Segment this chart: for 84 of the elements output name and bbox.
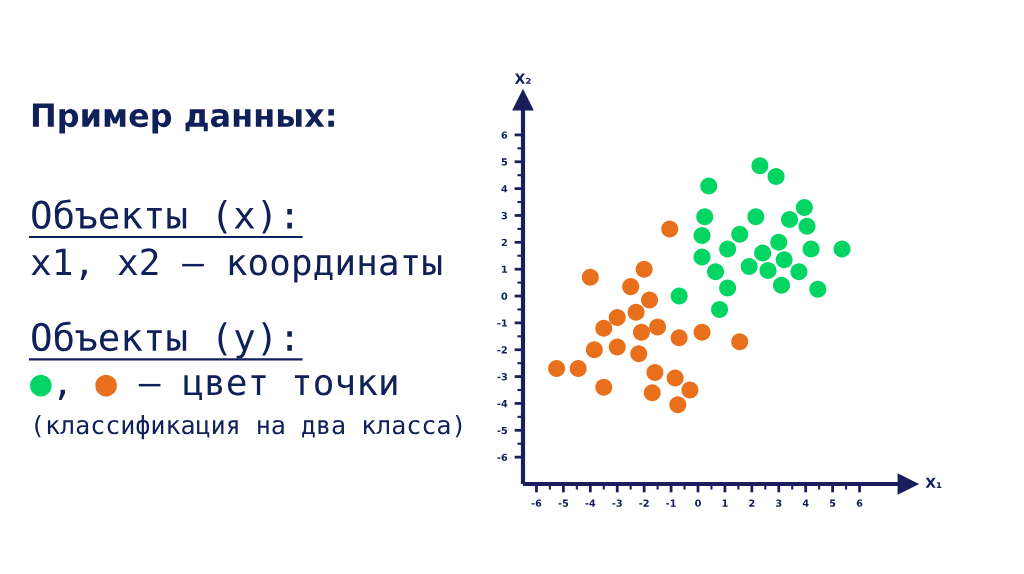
x-tick-label: 5 bbox=[829, 499, 836, 507]
point bbox=[696, 208, 714, 226]
point bbox=[775, 251, 793, 269]
y-tick-label: 5 bbox=[501, 158, 508, 166]
point bbox=[569, 360, 587, 378]
point bbox=[767, 168, 785, 186]
y-axis-title: X₂ bbox=[514, 73, 531, 84]
point bbox=[681, 381, 699, 399]
point bbox=[581, 268, 599, 286]
point bbox=[661, 220, 679, 238]
text: x1, x2 — координаты bbox=[31, 248, 442, 283]
y-tick-label: -6 bbox=[497, 453, 508, 461]
text: Объекты (y): bbox=[32, 321, 292, 359]
x-tick-label: -5 bbox=[558, 499, 569, 507]
point bbox=[700, 177, 718, 195]
point bbox=[833, 240, 851, 258]
x-tick-label: -3 bbox=[612, 499, 622, 507]
text: Пример данных: bbox=[32, 103, 334, 134]
point bbox=[731, 333, 749, 351]
x-tick-label: 1 bbox=[722, 499, 728, 507]
point bbox=[747, 208, 765, 226]
y-tick-label: 2 bbox=[501, 238, 507, 247]
point bbox=[646, 364, 664, 382]
x-tick-label: 2 bbox=[749, 499, 755, 507]
point bbox=[759, 262, 777, 280]
point bbox=[781, 210, 799, 228]
y-tick-label: -2 bbox=[497, 346, 507, 354]
y-tick-label: 3 bbox=[501, 211, 507, 220]
x-tick-label: 3 bbox=[776, 499, 782, 507]
point bbox=[595, 319, 613, 337]
point bbox=[740, 257, 758, 275]
point bbox=[632, 323, 650, 341]
y-tick-label: 0 bbox=[501, 292, 508, 300]
point bbox=[635, 260, 653, 278]
point bbox=[809, 280, 827, 298]
point bbox=[627, 303, 645, 321]
point bbox=[693, 323, 711, 341]
x-tick-label: -1 bbox=[666, 499, 676, 507]
point bbox=[693, 248, 711, 266]
point bbox=[670, 287, 688, 305]
point bbox=[608, 309, 626, 327]
x-axis-title: X₁ bbox=[925, 477, 942, 488]
y-tick-label: -1 bbox=[497, 319, 508, 327]
point bbox=[622, 278, 640, 296]
x-tick-label: 0 bbox=[695, 499, 701, 507]
point bbox=[669, 396, 687, 414]
point bbox=[585, 341, 603, 359]
point bbox=[666, 369, 684, 387]
x-tick-label: 4 bbox=[802, 499, 809, 507]
x-tick-label: -2 bbox=[639, 499, 649, 507]
y-tick-label: -3 bbox=[497, 373, 507, 381]
point bbox=[706, 263, 725, 281]
point bbox=[772, 276, 790, 294]
point bbox=[641, 291, 659, 309]
x-tick-label: -4 bbox=[585, 499, 596, 507]
point bbox=[770, 233, 788, 251]
y-tick-label: 6 bbox=[501, 131, 508, 139]
point bbox=[719, 279, 737, 297]
point bbox=[798, 217, 816, 235]
point bbox=[711, 300, 729, 318]
y-tick-label: 4 bbox=[501, 185, 508, 193]
point bbox=[795, 198, 813, 216]
point bbox=[630, 345, 648, 363]
text: ●, ● — цвет точки bbox=[30, 374, 397, 401]
x-tick-label: 6 bbox=[856, 499, 863, 507]
point bbox=[731, 225, 749, 243]
point bbox=[548, 360, 566, 378]
point bbox=[802, 240, 820, 258]
point bbox=[790, 263, 808, 281]
point bbox=[754, 244, 772, 262]
point bbox=[649, 318, 667, 336]
x-tick-label: -6 bbox=[531, 499, 542, 507]
point bbox=[595, 378, 613, 396]
text: (классификация на два класса) bbox=[35, 414, 462, 440]
text: Объекты (x): bbox=[32, 199, 292, 234]
y-tick-label: -5 bbox=[497, 426, 508, 435]
point bbox=[670, 329, 688, 347]
point bbox=[719, 240, 737, 258]
point bbox=[693, 227, 711, 245]
point bbox=[643, 384, 661, 402]
point bbox=[751, 157, 769, 175]
point bbox=[608, 338, 626, 356]
y-tick-label: 1 bbox=[502, 265, 508, 273]
y-tick-label: -4 bbox=[497, 400, 508, 408]
